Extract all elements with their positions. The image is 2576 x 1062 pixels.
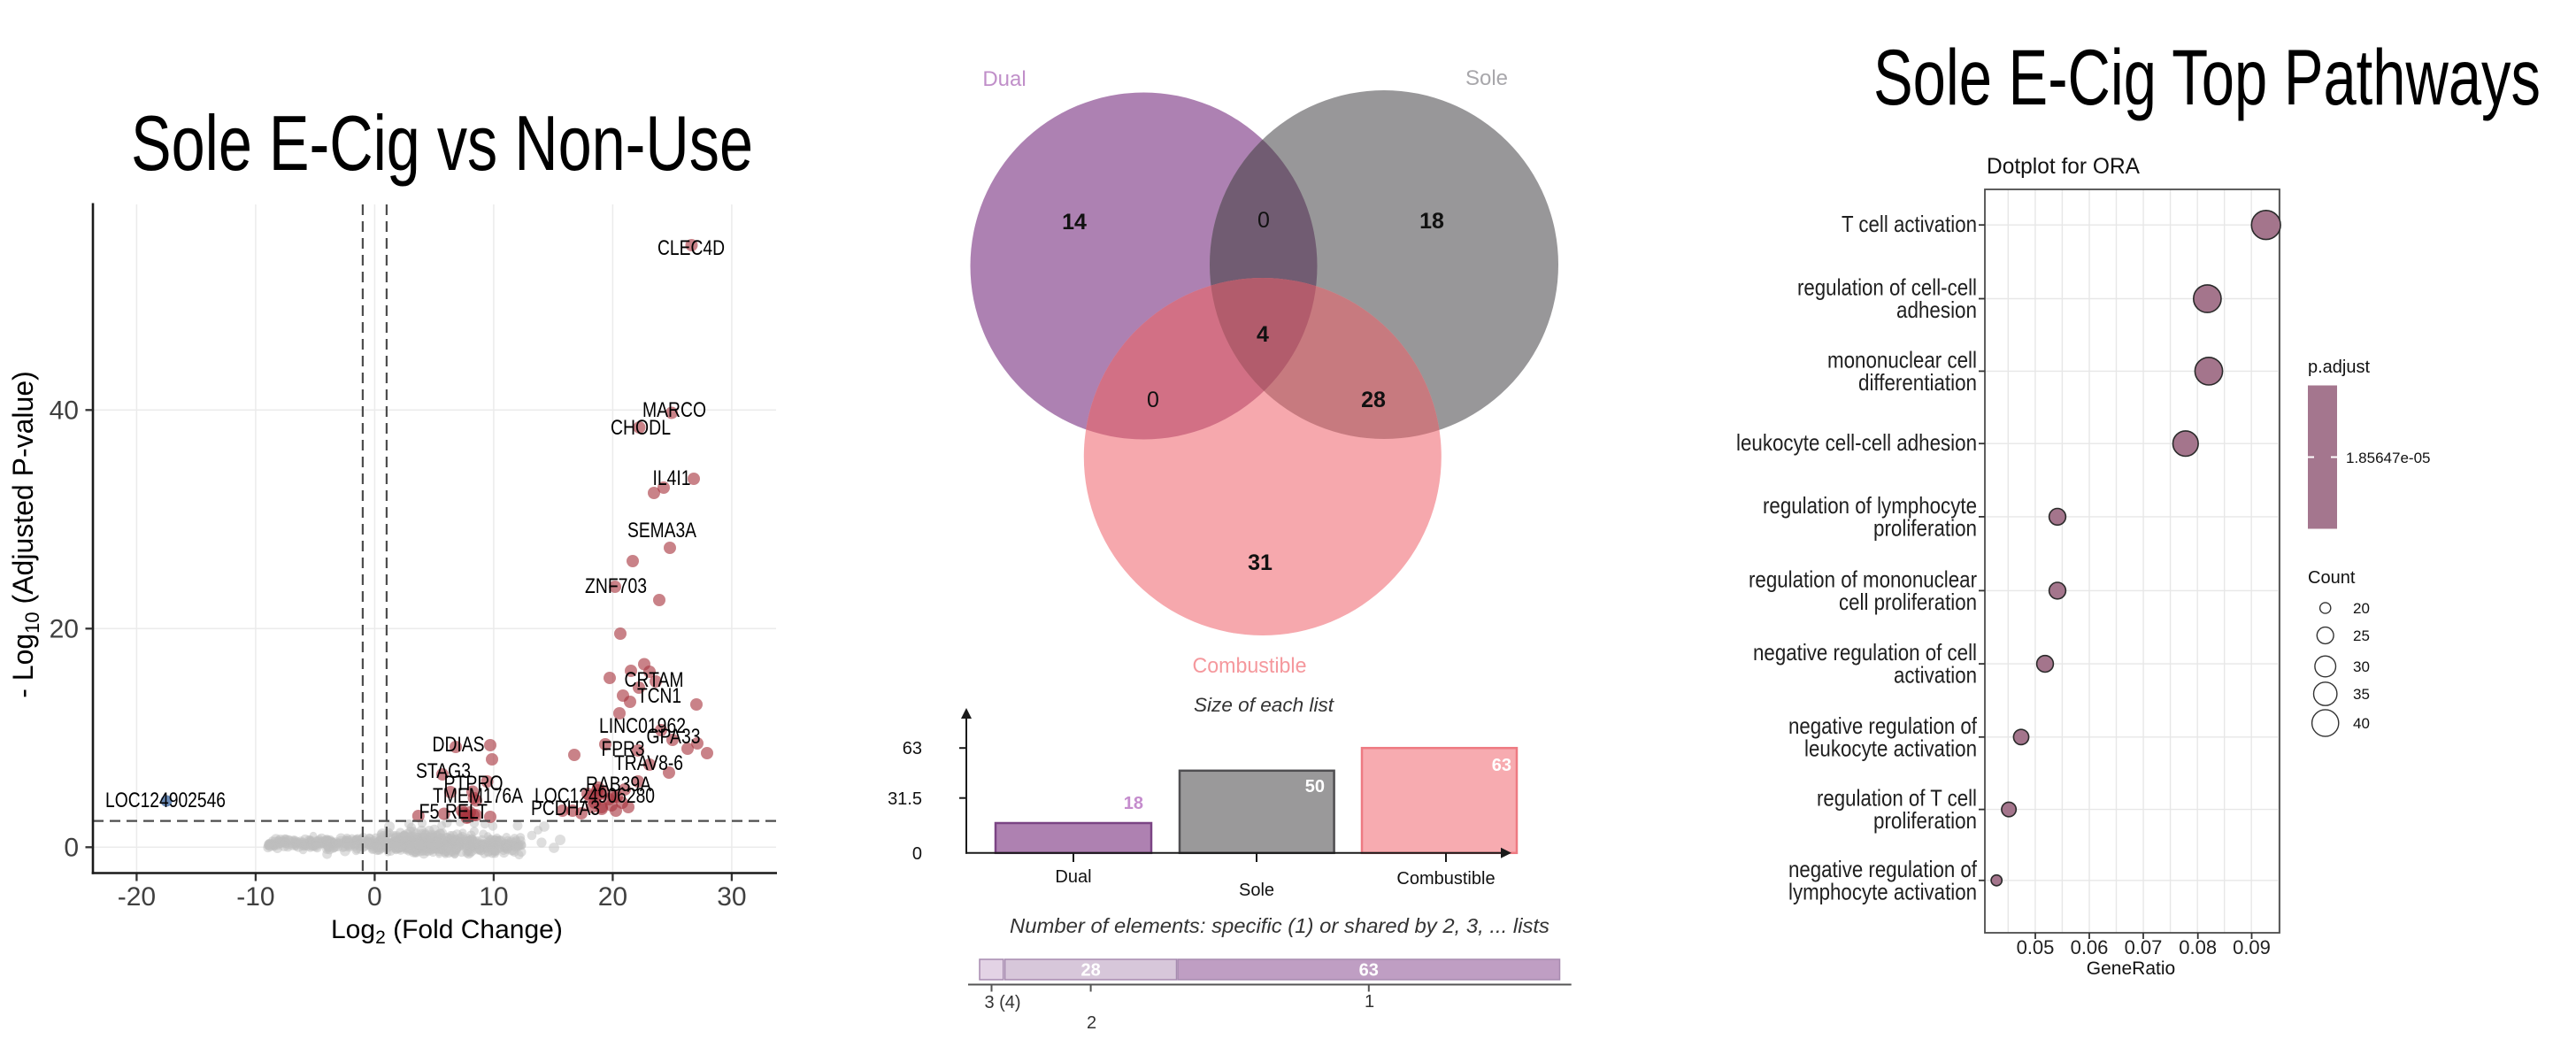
svg-text:RAB39A: RAB39A [586, 773, 651, 796]
svg-text:Count: Count [2308, 568, 2356, 588]
svg-text:0.05: 0.05 [2017, 936, 2055, 958]
svg-text:Dual: Dual [982, 67, 1026, 91]
svg-text:STAG3: STAG3 [416, 759, 471, 783]
svg-text:3 (4): 3 (4) [984, 993, 1020, 1012]
svg-text:25: 25 [2353, 627, 2370, 644]
svg-text:IL4I1: IL4I1 [653, 466, 691, 490]
svg-text:TCN1: TCN1 [637, 684, 681, 708]
svg-text:0: 0 [912, 844, 922, 864]
svg-text:35: 35 [2353, 686, 2370, 703]
svg-text:0.08: 0.08 [2179, 936, 2217, 958]
svg-text:Number of elements: specific (: Number of elements: specific (1) or shar… [1010, 914, 1549, 937]
svg-text:LOC124906280: LOC124906280 [534, 784, 655, 808]
svg-text:CRTAM: CRTAM [625, 668, 684, 692]
svg-text:4: 4 [1257, 322, 1269, 347]
svg-text:1.85647e-05: 1.85647e-05 [2346, 450, 2430, 466]
svg-text:31: 31 [1248, 550, 1273, 575]
svg-text:mononuclear cell: mononuclear cell [1827, 346, 1977, 373]
svg-text:20: 20 [598, 882, 627, 912]
svg-text:40: 40 [2353, 715, 2370, 732]
svg-text:p.adjust: p.adjust [2308, 358, 2370, 377]
svg-text:0: 0 [64, 833, 79, 862]
svg-text:F5: F5 [419, 800, 440, 824]
svg-text:ZNF703: ZNF703 [585, 574, 647, 598]
svg-text:- Log10 (Adjusted P-value): - Log10 (Adjusted P-value) [7, 371, 43, 698]
svg-text:cell proliferation: cell proliferation [1839, 589, 1977, 615]
svg-text:10: 10 [479, 882, 508, 912]
svg-text:0: 0 [367, 882, 382, 912]
svg-text:31.5: 31.5 [888, 789, 922, 809]
svg-text:63: 63 [1359, 961, 1379, 981]
svg-text:differentiation: differentiation [1858, 369, 1977, 396]
svg-text:negative regulation of: negative regulation of [1788, 712, 1978, 739]
svg-text:Dual: Dual [1055, 867, 1091, 887]
svg-text:Size of each list: Size of each list [1194, 694, 1335, 716]
svg-text:adhesion: adhesion [1896, 296, 1977, 323]
svg-text:Dotplot for ORA: Dotplot for ORA [1987, 154, 2140, 179]
svg-text:FPR3: FPR3 [602, 737, 645, 761]
svg-text:Sole: Sole [1239, 881, 1274, 900]
svg-text:30: 30 [717, 882, 746, 912]
svg-text:30: 30 [2353, 658, 2370, 675]
svg-text:LINC01962: LINC01962 [599, 714, 686, 738]
svg-text:negative regulation of: negative regulation of [1788, 856, 1978, 882]
svg-text:leukocyte cell-cell adhesion: leukocyte cell-cell adhesion [1736, 429, 1977, 456]
svg-text:63: 63 [1492, 756, 1511, 775]
svg-text:0: 0 [1147, 388, 1159, 412]
svg-text:28: 28 [1361, 388, 1386, 412]
svg-text:40: 40 [50, 396, 79, 425]
svg-text:leukocyte activation: leukocyte activation [1804, 735, 1977, 761]
svg-text:0.07: 0.07 [2125, 936, 2163, 958]
svg-text:TRAV8-6: TRAV8-6 [614, 751, 683, 775]
svg-text:Sole E-Cig vs Non-Use: Sole E-Cig vs Non-Use [131, 99, 753, 187]
svg-text:proliferation: proliferation [1873, 514, 1977, 541]
svg-text:regulation of lymphocyte: regulation of lymphocyte [1763, 492, 1977, 519]
svg-text:SEMA3A: SEMA3A [627, 519, 696, 543]
svg-text:20: 20 [2353, 600, 2370, 617]
svg-text:T cell activation: T cell activation [1842, 211, 1977, 237]
svg-text:14: 14 [1062, 210, 1087, 235]
svg-text:CHODL: CHODL [611, 416, 671, 440]
svg-text:proliferation: proliferation [1873, 807, 1977, 834]
svg-text:0.06: 0.06 [2071, 936, 2109, 958]
svg-text:regulation of T cell: regulation of T cell [1817, 785, 1977, 812]
svg-text:Combustible: Combustible [1193, 654, 1307, 678]
svg-text:negative regulation of cell: negative regulation of cell [1753, 639, 1977, 666]
svg-text:LOC124902546: LOC124902546 [105, 789, 226, 812]
svg-text:63: 63 [903, 739, 922, 758]
svg-text:PTPRO: PTPRO [444, 772, 504, 796]
svg-text:MARCO: MARCO [642, 398, 706, 422]
svg-text:regulation of cell-cell: regulation of cell-cell [1797, 274, 1977, 301]
svg-text:2: 2 [1087, 1013, 1096, 1033]
svg-text:-20: -20 [118, 882, 156, 912]
svg-text:Log2 (Fold Change): Log2 (Fold Change) [331, 915, 563, 948]
svg-text:20: 20 [50, 614, 79, 643]
svg-text:activation: activation [1894, 662, 1977, 689]
svg-text:TMEM176A: TMEM176A [433, 784, 523, 808]
svg-text:Sole E-Cig Top Pathways: Sole E-Cig Top Pathways [1873, 33, 2541, 121]
svg-text:GPA33: GPA33 [647, 725, 701, 749]
svg-text:DDIAS: DDIAS [433, 733, 485, 757]
svg-text:GeneRatio: GeneRatio [2087, 958, 2175, 979]
svg-text:CLEC4D: CLEC4D [657, 236, 725, 260]
svg-text:Sole: Sole [1465, 66, 1508, 90]
svg-text:18: 18 [1124, 794, 1143, 813]
svg-text:lymphocyte activation: lymphocyte activation [1788, 878, 1977, 904]
svg-text:regulation of mononuclear: regulation of mononuclear [1749, 566, 1977, 592]
svg-text:RELT: RELT [445, 800, 488, 824]
svg-text:Combustible: Combustible [1396, 869, 1495, 889]
svg-text:18: 18 [1419, 209, 1444, 234]
svg-text:28: 28 [1080, 961, 1100, 981]
svg-text:-10: -10 [236, 882, 274, 912]
svg-text:0: 0 [1257, 208, 1270, 233]
svg-text:PCDHA3: PCDHA3 [531, 796, 600, 820]
svg-text:50: 50 [1305, 777, 1325, 796]
svg-text:0.09: 0.09 [2233, 936, 2271, 958]
svg-text:1: 1 [1365, 992, 1374, 1012]
